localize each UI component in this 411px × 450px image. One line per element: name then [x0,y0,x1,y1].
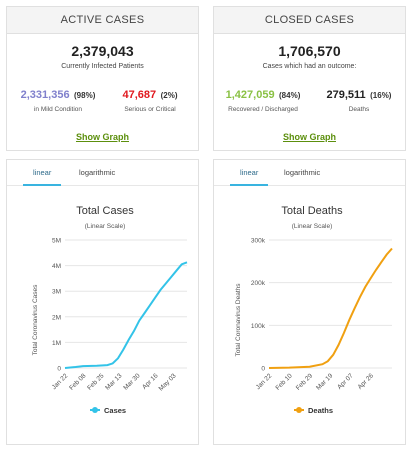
deaths-scale-tabs: linear logarithmic [214,160,405,186]
active-cases-header: ACTIVE CASES [7,7,198,34]
chart-title: Total Deaths [281,205,343,217]
total-deaths-chart: Total Deaths (Linear Scale) Total Corona… [235,205,393,415]
active-cases-total-label: Currently Infected Patients [61,63,144,70]
closed-cases-panel: CLOSED CASES 1,706,570 Cases which had a… [213,6,406,151]
tab-logarithmic[interactable]: logarithmic [284,168,321,177]
y-tick-label: 100k [251,323,266,330]
cases-scale-tabs: linear logarithmic [7,160,198,186]
cases-legend-label: Cases [104,406,126,415]
total-cases-chart-panel: linear logarithmic Total Cases (Linear S… [6,159,199,445]
y-tick-label: 4M [52,263,61,270]
deaths-legend-label: Deaths [308,406,333,415]
x-tick-label: Feb 29 [295,372,315,392]
deaths-pct: (16%) [370,91,392,100]
tab-linear[interactable]: linear [33,168,52,177]
closed-cases-header: CLOSED CASES [214,7,405,34]
x-tick-label: Apr 07 [336,372,355,391]
x-tick-label: Feb 08 [68,372,88,392]
y-axis-label: Total Coronavirus Deaths [235,283,242,357]
deaths-label: Deaths [348,106,370,113]
cases-legend: Cases [90,406,126,415]
x-tick-label: Mar 19 [315,372,335,392]
total-cases-chart: Total Cases (Linear Scale) Total Coronav… [32,205,188,415]
total-deaths-chart-panel: linear logarithmic Total Deaths (Linear … [213,159,406,445]
y-tick-label: 300k [251,238,266,245]
x-tick-label: Feb 10 [274,372,294,392]
deaths-legend: Deaths [294,406,333,415]
active-tab-indicator [23,184,61,186]
deaths-value: 279,511 [326,89,366,101]
serious-critical-label: Serious or Critical [124,106,176,113]
closed-cases-total: 1,706,570 [278,43,341,59]
closed-cases-total-label: Cases which had an outcome: [262,63,357,70]
recovered-value: 1,427,059 [225,89,275,101]
y-tick-label: 1M [52,340,61,347]
tab-logarithmic[interactable]: logarithmic [79,168,116,177]
y-tick-label: 0 [57,366,61,373]
x-tick-label: Apr 26 [357,372,376,391]
chart-subtitle: (Linear Scale) [292,223,332,230]
recovered-pct: (84%) [279,91,301,100]
y-tick-label: 200k [251,280,266,287]
y-tick-label: 0 [261,366,265,373]
recovered-stat: 1,427,059 (84%) Recovered / Discharged [218,85,308,113]
active-cases-panel: ACTIVE CASES 2,379,043 Currently Infecte… [6,6,199,151]
x-tick-label: Feb 25 [86,372,106,392]
y-axis-label: Total Coronavirus Cases [32,284,39,356]
active-tab-indicator [230,184,268,186]
cases-legend-dot [92,407,98,413]
serious-critical-pct: (2%) [160,91,178,100]
active-show-graph-link[interactable]: Show Graph [75,132,129,142]
x-tick-label: Jan 22 [255,372,274,391]
serious-critical-value: 47,687 [122,89,157,101]
mild-condition-value: 2,331,356 [20,89,70,101]
tab-linear[interactable]: linear [240,168,259,177]
closed-show-graph-link[interactable]: Show Graph [282,132,336,142]
x-tick-label: Mar 30 [122,372,142,392]
recovered-label: Recovered / Discharged [228,106,298,113]
x-tick-label: May 03 [158,372,178,392]
y-tick-label: 5M [52,238,61,245]
cases-series-line [64,261,188,369]
chart-subtitle: (Linear Scale) [85,223,125,230]
x-tick-label: Mar 13 [104,372,124,392]
mild-condition-stat: 2,331,356 (98%) in Mild Condition [13,85,103,113]
chart-title: Total Cases [76,205,134,217]
serious-critical-stat: 47,687 (2%) Serious or Critical [105,85,195,113]
mild-condition-pct: (98%) [74,91,96,100]
deaths-stat: 279,511 (16%) Deaths [314,85,404,113]
y-tick-label: 3M [52,289,61,296]
deaths-legend-dot [296,407,302,413]
deaths-series-line [268,247,393,369]
x-tick-label: Jan 22 [51,372,70,391]
active-cases-total: 2,379,043 [71,43,134,59]
mild-condition-label: in Mild Condition [33,106,83,113]
y-tick-label: 2M [52,314,61,321]
